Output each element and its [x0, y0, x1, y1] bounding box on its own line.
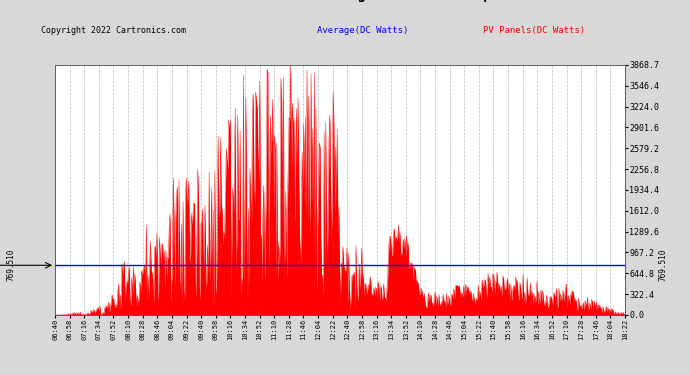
Text: Total PV Panel Power & Average Power Fri Sep 23 18:39: Total PV Panel Power & Average Power Fri… [123, 0, 567, 3]
Text: Average(DC Watts): Average(DC Watts) [317, 26, 408, 35]
Text: 769.510: 769.510 [7, 249, 16, 282]
Text: 769.510: 769.510 [659, 249, 668, 282]
Text: PV Panels(DC Watts): PV Panels(DC Watts) [483, 26, 585, 35]
Text: Copyright 2022 Cartronics.com: Copyright 2022 Cartronics.com [41, 26, 186, 35]
